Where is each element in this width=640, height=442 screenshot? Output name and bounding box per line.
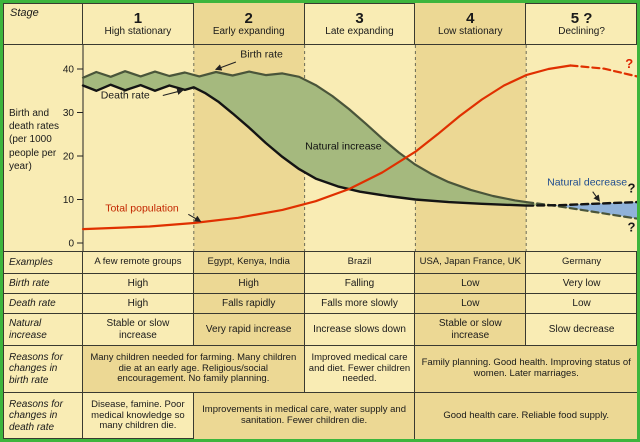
stage-3-name: Late expanding (325, 25, 394, 37)
stage-table: Examples A few remote groups Egypt, Keny… (3, 251, 637, 439)
svg-text:Total population: Total population (105, 203, 179, 215)
examples-stage-3: Brazil (304, 252, 416, 274)
svg-text:0: 0 (68, 239, 74, 250)
reasons-birth-stages-1-2: Many children needed for farming. Many c… (83, 346, 305, 393)
death-rate-stage-4: Low (415, 294, 527, 314)
svg-text:?: ? (628, 181, 636, 196)
dtm-chart: 0 10 20 30 40 Birth rate Death rate Natural inc… (63, 45, 637, 251)
stage-5-header: 5 ? Declining? (526, 3, 637, 45)
svg-text:Birth rate: Birth rate (240, 49, 283, 61)
svg-text:10: 10 (63, 195, 75, 206)
natural-increase-stage-4: Stable or slow increase (415, 314, 527, 346)
svg-text:40: 40 (63, 65, 75, 76)
death-rate-stage-5: Low (526, 294, 637, 314)
svg-text:Death rate: Death rate (101, 90, 150, 102)
stage-4-name: Low stationary (438, 25, 503, 37)
death-rate-stage-3: Falls more slowly (304, 294, 416, 314)
examples-stage-2: Egypt, Kenya, India (193, 252, 305, 274)
chart-region: Birth and death rates (per 1000 people p… (3, 45, 637, 251)
stage-3-header: 3 Late expanding (304, 3, 416, 45)
stage-header: Stage 1 High stationary 2 Early expandin… (3, 3, 637, 45)
death-rate-stage-1: High (83, 294, 194, 314)
birth-rate-stage-3: Falling (304, 274, 416, 294)
reasons-death-stages-2-3: Improvements in medical care, water supp… (193, 393, 416, 439)
examples-stage-4: USA, Japan France, UK (415, 252, 527, 274)
birth-rate-stage-2: High (193, 274, 305, 294)
examples-stage-5: Germany (526, 252, 637, 274)
birth-rate-stage-4: Low (415, 274, 527, 294)
svg-text:?: ? (628, 220, 636, 235)
reasons-birth-stages-4-5: Family planning. Good health. Improving … (415, 346, 637, 393)
row-label-reasons-death: Reasons for changes in death rate (3, 393, 83, 439)
stage-2-header: 2 Early expanding (193, 3, 305, 45)
reasons-death-stages-4-5: Good health care. Reliable food supply. (415, 393, 637, 439)
svg-text:30: 30 (63, 108, 75, 119)
birth-rate-stage-1: High (83, 274, 194, 294)
stage-5-name: Declining? (558, 25, 605, 37)
svg-text:20: 20 (63, 152, 75, 163)
stage-1-name: High stationary (104, 25, 172, 37)
stage-1-number: 1 (133, 9, 143, 27)
svg-text:Natural increase: Natural increase (305, 141, 382, 153)
stage-5-number: 5 ? (570, 9, 593, 27)
stage-2-name: Early expanding (212, 25, 285, 37)
natural-increase-stage-2: Very rapid increase (193, 314, 305, 346)
y-axis-title: Birth and death rates (per 1000 people p… (9, 108, 60, 172)
natural-increase-stage-5: Slow decrease (526, 314, 637, 346)
natural-increase-stage-1: Stable or slow increase (83, 314, 194, 346)
row-label-reasons-birth: Reasons for changes in birth rate (3, 346, 83, 393)
svg-text:?: ? (625, 56, 633, 71)
reasons-death-stage-1: Disease, famine. Poor medical knowledge … (83, 393, 194, 439)
row-label-examples: Examples (3, 252, 83, 274)
stage-label: Stage (3, 3, 83, 45)
svg-text:Natural decrease: Natural decrease (547, 177, 627, 189)
birth-rate-stage-5: Very low (526, 274, 637, 294)
natural-increase-stage-3: Increase slows down (304, 314, 416, 346)
row-label-death-rate: Death rate (3, 294, 83, 314)
row-label-natural-increase: Natural increase (3, 314, 83, 346)
examples-stage-1: A few remote groups (83, 252, 194, 274)
stage-4-number: 4 (466, 9, 475, 27)
stage-3-number: 3 (355, 9, 364, 27)
stage-4-header: 4 Low stationary (415, 3, 527, 45)
death-rate-stage-2: Falls rapidly (193, 294, 305, 314)
stage-1-header: 1 High stationary (83, 3, 194, 45)
stage-2-number: 2 (244, 9, 253, 27)
reasons-birth-stage-3: Improved medical care and diet. Fewer ch… (304, 346, 416, 393)
row-label-birth-rate: Birth rate (3, 274, 83, 294)
